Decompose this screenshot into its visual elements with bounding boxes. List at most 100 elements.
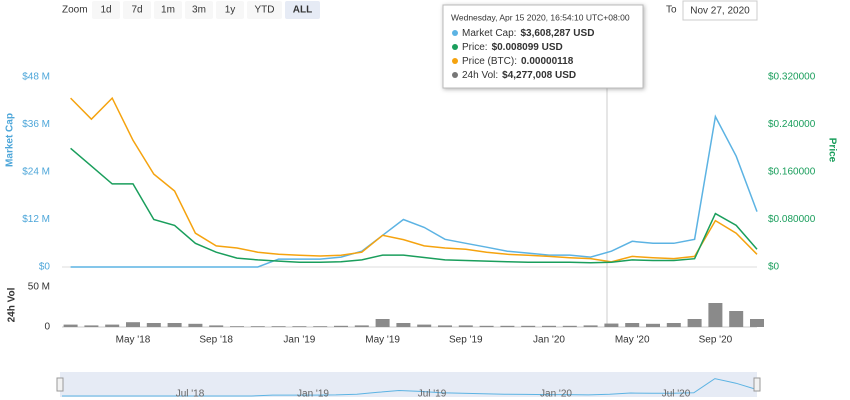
- tooltip-row-label: Market Cap:: [462, 28, 516, 39]
- y-tick-label: $12 M: [22, 214, 50, 225]
- volume-bar: [625, 323, 640, 327]
- tooltip-row: Market Cap: $3,608,287 USD: [462, 28, 594, 39]
- x-tick-label: Sep '18: [199, 335, 233, 346]
- volume-bar: [583, 325, 598, 327]
- zoom-button-label[interactable]: YTD: [255, 5, 275, 16]
- volume-bar: [666, 323, 681, 327]
- volume-bar: [63, 324, 78, 327]
- navigator-label: Jan '19: [297, 389, 329, 400]
- y-tick-label: $0: [39, 262, 51, 273]
- y-title: Market Cap: [5, 113, 16, 167]
- tooltip-box: [442, 4, 644, 89]
- zoom-button-label[interactable]: 1d: [100, 5, 111, 16]
- tooltip-date: Wednesday, Apr 15 2020, 16:54:10 UTC+08:…: [451, 12, 630, 22]
- zoom-button[interactable]: [285, 1, 320, 19]
- volume-bar: [458, 325, 473, 327]
- volume-bar: [84, 325, 99, 327]
- zoom-button[interactable]: [92, 1, 120, 19]
- navigator-label: Jul '18: [176, 389, 205, 400]
- volume-bar: [687, 319, 702, 327]
- navigator-label: Jul '19: [418, 389, 447, 400]
- volume-bar: [521, 325, 536, 327]
- volume-bar: [750, 319, 764, 327]
- tooltip-row-label: 24h Vol:: [462, 70, 498, 81]
- x-tick-label: Sep '20: [699, 335, 733, 346]
- tooltip-row-label: Price:: [462, 42, 488, 53]
- zoom-button-label[interactable]: 3m: [192, 5, 206, 16]
- volume-bar: [396, 323, 411, 327]
- volume-bar: [292, 326, 307, 327]
- volume-bar: [500, 325, 515, 327]
- volume-bar: [708, 303, 723, 327]
- volume-bar: [604, 323, 619, 327]
- navigator-handle[interactable]: [56, 377, 64, 392]
- x-tick-label: Jan '19: [283, 335, 315, 346]
- tooltip-row-value: 0.00000118: [521, 56, 574, 67]
- volume-bar: [646, 323, 660, 327]
- tooltip-row: 24h Vol: $4,277,008 USD: [462, 70, 576, 81]
- tooltip-row-label: Price (BTC):: [462, 56, 517, 67]
- tooltip-row-value: $3,608,287 USD: [520, 28, 594, 39]
- volume-bar: [438, 325, 452, 327]
- series-line: [70, 114, 758, 268]
- tooltip-row: Price (BTC): 0.00000118: [462, 56, 574, 67]
- y-tick-label: $24 M: [22, 167, 50, 178]
- vol-tick-label: 0: [44, 322, 50, 333]
- zoom-button-label[interactable]: ALL: [293, 5, 312, 16]
- volume-bar: [105, 324, 120, 327]
- vol-title: 24h Vol: [7, 287, 18, 322]
- series-line: [70, 96, 758, 263]
- x-tick-label: May '18: [116, 335, 151, 346]
- navigator-line: [62, 378, 758, 397]
- x-tick-label: Jan '20: [533, 335, 565, 346]
- volume-bar: [146, 323, 161, 327]
- to-input[interactable]: [682, 0, 758, 21]
- tooltip-dot: [452, 30, 458, 36]
- y2-tick-label: $0.160000: [768, 167, 816, 178]
- y2-tick-label: $0.320000: [768, 72, 816, 83]
- x-tick-label: May '19: [365, 335, 400, 346]
- zoom-button-label[interactable]: 1m: [161, 5, 175, 16]
- volume-bar: [334, 325, 348, 327]
- volume-bar: [209, 325, 224, 327]
- zoom-button[interactable]: [185, 1, 213, 19]
- y2-tick-label: $0: [768, 262, 780, 273]
- to-value[interactable]: Nov 27, 2020: [690, 6, 750, 17]
- volume-bar: [271, 326, 286, 327]
- tooltip-row: Price: $0.008099 USD: [462, 42, 563, 53]
- volume-bar: [417, 324, 432, 327]
- tooltip-row-value: $4,277,008 USD: [502, 70, 576, 81]
- volume-bar: [375, 319, 390, 327]
- y-tick-label: $36 M: [22, 119, 50, 130]
- volume-bar: [479, 325, 494, 327]
- tooltip-row-value: $0.008099 USD: [492, 42, 563, 53]
- tooltip-dot: [452, 72, 458, 78]
- navigator-handle[interactable]: [753, 377, 761, 392]
- y2-tick-label: $0.240000: [768, 119, 816, 130]
- volume-bar: [354, 325, 369, 327]
- to-label: To: [666, 5, 677, 16]
- zoom-button-label[interactable]: 1y: [225, 5, 236, 16]
- tooltip-dot: [452, 58, 458, 64]
- y2-tick-label: $0.080000: [768, 214, 816, 225]
- navigator-label: Jul '20: [662, 389, 691, 400]
- zoom-button[interactable]: [216, 1, 244, 19]
- zoom-button[interactable]: [123, 1, 151, 19]
- volume-bar: [562, 325, 577, 327]
- vol-tick-label: 50 M: [28, 282, 50, 293]
- volume-bar: [542, 325, 556, 327]
- tooltip-dot: [452, 44, 458, 50]
- x-tick-label: May '20: [615, 335, 650, 346]
- volume-bar: [230, 326, 244, 327]
- zoom-button[interactable]: [154, 1, 182, 19]
- zoom-button[interactable]: [247, 1, 282, 19]
- y2-title: Price: [826, 138, 837, 163]
- volume-bar: [250, 326, 265, 327]
- y-tick-label: $48 M: [22, 72, 50, 83]
- volume-bar: [729, 311, 744, 327]
- zoom-button-label[interactable]: 7d: [131, 5, 142, 16]
- navigator-label: Jan '20: [540, 389, 572, 400]
- zoom-label: Zoom: [62, 5, 88, 16]
- series-line: [70, 147, 758, 264]
